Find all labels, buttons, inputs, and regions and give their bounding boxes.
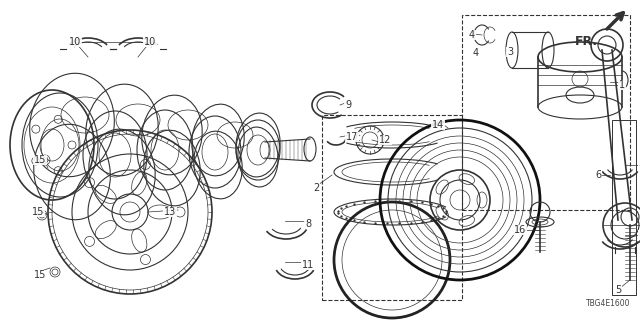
- Text: 15: 15: [34, 270, 46, 280]
- Text: 2: 2: [313, 183, 319, 193]
- Text: 6: 6: [595, 170, 601, 180]
- Text: 3: 3: [507, 47, 513, 57]
- Text: 11: 11: [302, 260, 314, 270]
- Text: 15: 15: [34, 155, 46, 165]
- Text: 1: 1: [619, 80, 625, 90]
- Text: 4: 4: [473, 48, 479, 58]
- Text: 14: 14: [432, 120, 444, 130]
- Text: 17: 17: [346, 132, 358, 142]
- Text: 7: 7: [639, 160, 640, 170]
- Bar: [322, 115, 462, 300]
- Text: 5: 5: [615, 285, 621, 295]
- Text: 7: 7: [639, 230, 640, 240]
- Text: 13: 13: [164, 207, 176, 217]
- Text: TBG4E1600: TBG4E1600: [586, 299, 630, 308]
- Text: 9: 9: [345, 100, 351, 110]
- Text: 15: 15: [32, 207, 44, 217]
- Text: FR.: FR.: [575, 35, 598, 48]
- Text: 4: 4: [469, 30, 475, 40]
- Text: 8: 8: [305, 219, 311, 229]
- Bar: [612, 120, 636, 295]
- Text: 10: 10: [69, 37, 81, 47]
- Text: 12: 12: [379, 135, 391, 145]
- Bar: [462, 15, 630, 210]
- Text: 16: 16: [514, 225, 526, 235]
- Text: 10: 10: [144, 37, 156, 47]
